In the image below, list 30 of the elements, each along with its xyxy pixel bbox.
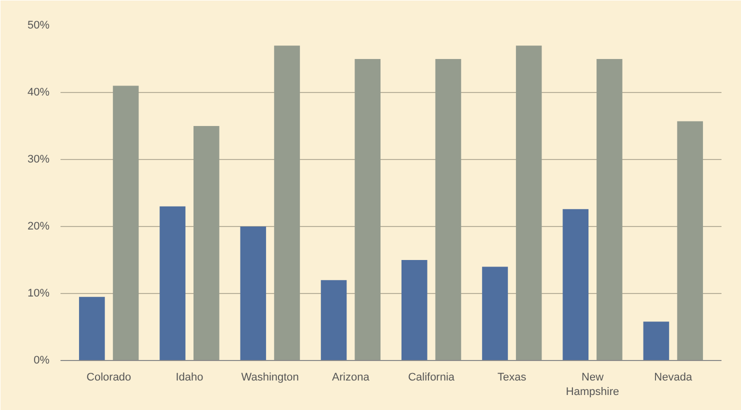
bar [516, 46, 542, 360]
bar [435, 59, 462, 360]
y-tick-label: 20% [27, 220, 50, 232]
bar [160, 206, 186, 360]
bar [320, 280, 347, 360]
bar [112, 86, 139, 360]
bar [677, 121, 703, 360]
x-tick-label: Idaho [176, 372, 204, 384]
x-tick-label: Texas [498, 372, 527, 384]
y-tick-label: 50% [27, 20, 50, 32]
x-tick-label: New Hampshire [566, 372, 620, 398]
bar [562, 209, 588, 360]
y-tick-label: 30% [27, 154, 50, 166]
bar [194, 126, 220, 360]
bar [482, 266, 508, 360]
x-tick-label: Nevada [654, 372, 693, 384]
x-tick-label: Colorado [86, 372, 132, 384]
y-tick-label: 40% [27, 86, 50, 98]
bar [79, 296, 105, 360]
bar [240, 226, 266, 360]
bar [596, 59, 622, 360]
x-tick-label: Arizona [332, 372, 370, 384]
y-tick-label: 10% [27, 288, 50, 300]
bar [401, 260, 428, 360]
x-tick-label: California [408, 372, 456, 384]
bar [354, 59, 381, 360]
x-tick-label: Washington [241, 372, 299, 384]
bar [274, 46, 300, 360]
y-tick-label: 0% [34, 354, 50, 366]
bar [643, 322, 670, 360]
